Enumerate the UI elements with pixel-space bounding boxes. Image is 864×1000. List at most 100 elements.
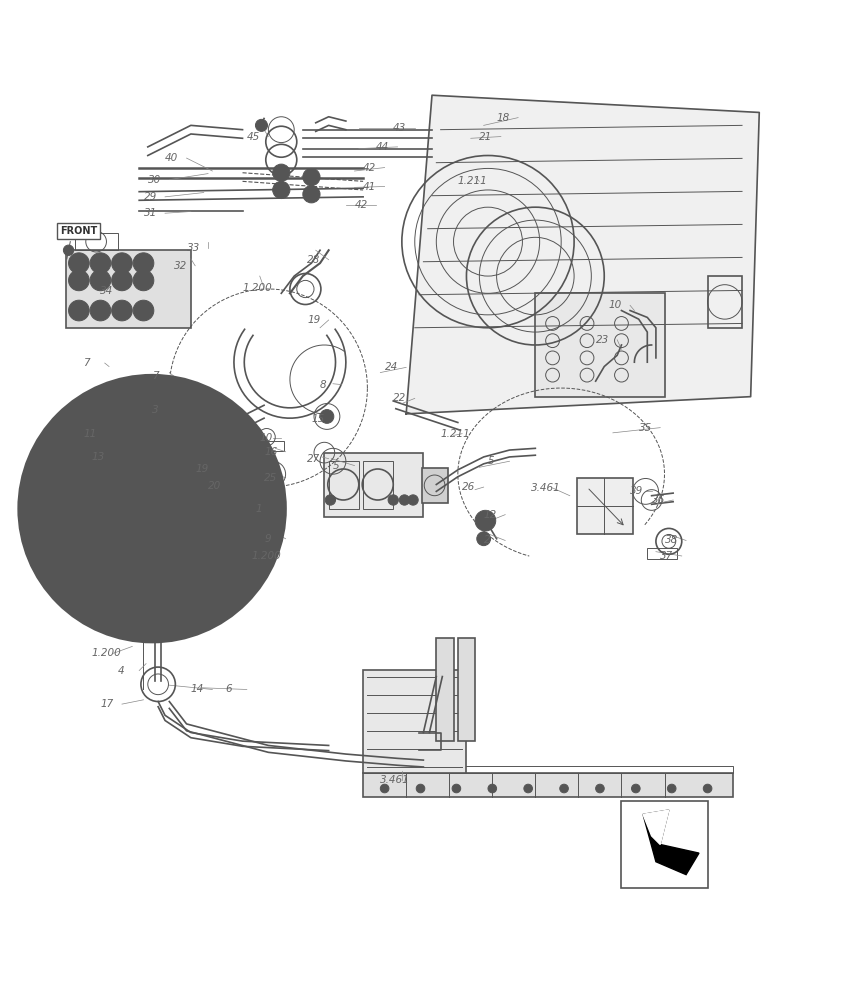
Text: 3.461: 3.461 <box>531 483 561 493</box>
Circle shape <box>302 168 320 186</box>
Circle shape <box>488 784 497 793</box>
Text: 19: 19 <box>195 464 208 474</box>
Text: 33: 33 <box>187 243 200 253</box>
Text: 42: 42 <box>363 163 377 173</box>
Bar <box>708 276 742 328</box>
Circle shape <box>632 784 640 793</box>
Bar <box>576 478 632 534</box>
Text: 3.461: 3.461 <box>380 775 410 785</box>
Text: 27: 27 <box>307 454 321 464</box>
Circle shape <box>452 784 461 793</box>
Bar <box>536 293 664 397</box>
Text: 15: 15 <box>311 414 325 424</box>
Text: 44: 44 <box>376 142 390 152</box>
Circle shape <box>111 270 132 291</box>
Bar <box>324 453 423 517</box>
Text: 18: 18 <box>497 113 510 123</box>
Circle shape <box>68 270 89 291</box>
Circle shape <box>256 499 268 511</box>
Circle shape <box>63 245 73 255</box>
Circle shape <box>302 186 320 203</box>
Text: 45: 45 <box>247 132 260 142</box>
Text: 13: 13 <box>92 452 105 462</box>
Polygon shape <box>643 810 669 844</box>
Polygon shape <box>643 810 699 875</box>
Text: 34: 34 <box>100 286 114 296</box>
Text: 22: 22 <box>393 393 406 403</box>
Text: 26: 26 <box>462 482 475 492</box>
Text: 14: 14 <box>191 684 204 694</box>
Text: 12: 12 <box>484 510 497 520</box>
Text: 8: 8 <box>320 380 327 390</box>
Bar <box>267 441 284 451</box>
Text: 20: 20 <box>208 481 221 491</box>
Circle shape <box>477 532 491 546</box>
Circle shape <box>133 270 154 291</box>
Circle shape <box>90 253 111 273</box>
Circle shape <box>19 375 286 642</box>
Bar <box>328 461 359 509</box>
Circle shape <box>68 253 89 273</box>
Circle shape <box>524 784 532 793</box>
Bar <box>363 773 734 797</box>
Text: 32: 32 <box>174 261 187 271</box>
Circle shape <box>380 784 389 793</box>
Text: 4: 4 <box>118 666 124 676</box>
Bar <box>363 670 467 773</box>
Text: 40: 40 <box>165 153 178 163</box>
Circle shape <box>133 253 154 273</box>
Text: 39: 39 <box>630 486 644 496</box>
Text: 28: 28 <box>307 255 321 265</box>
Text: 17: 17 <box>100 699 114 709</box>
Circle shape <box>560 784 569 793</box>
Text: 9: 9 <box>264 534 270 544</box>
Circle shape <box>399 495 410 505</box>
Circle shape <box>111 300 132 321</box>
Bar <box>422 468 448 503</box>
Circle shape <box>388 495 398 505</box>
Circle shape <box>68 300 89 321</box>
Text: 16: 16 <box>264 447 277 457</box>
Text: 3: 3 <box>152 405 159 415</box>
Text: 24: 24 <box>384 362 398 372</box>
Text: 6: 6 <box>226 684 232 694</box>
Bar <box>66 250 191 328</box>
Text: 1.211: 1.211 <box>441 429 470 439</box>
Circle shape <box>320 410 334 423</box>
Text: 11: 11 <box>83 429 97 439</box>
Text: 1.200: 1.200 <box>251 551 281 561</box>
Text: 10: 10 <box>260 433 273 443</box>
Circle shape <box>273 181 290 199</box>
Text: 43: 43 <box>393 123 406 133</box>
Circle shape <box>90 270 111 291</box>
Text: 1.200: 1.200 <box>243 283 272 293</box>
Text: 10: 10 <box>608 300 622 310</box>
Text: 41: 41 <box>363 182 377 192</box>
Circle shape <box>111 253 132 273</box>
Circle shape <box>408 495 418 505</box>
Circle shape <box>416 784 425 793</box>
Text: 37: 37 <box>660 551 673 561</box>
Text: 36: 36 <box>651 495 665 505</box>
Text: FRONT: FRONT <box>60 226 98 236</box>
Circle shape <box>255 484 265 494</box>
Text: 5: 5 <box>333 461 340 471</box>
Circle shape <box>325 495 335 505</box>
Circle shape <box>667 784 676 793</box>
Bar <box>363 461 393 509</box>
Text: 1.211: 1.211 <box>458 176 487 186</box>
Text: 1: 1 <box>256 504 262 514</box>
Bar <box>74 233 118 250</box>
Text: 25: 25 <box>264 473 277 483</box>
Circle shape <box>256 119 268 131</box>
Circle shape <box>273 164 290 181</box>
Circle shape <box>595 784 604 793</box>
Text: 30: 30 <box>148 175 161 185</box>
Polygon shape <box>406 95 759 414</box>
Bar <box>363 766 734 773</box>
Text: 21: 21 <box>480 132 492 142</box>
Text: 5: 5 <box>488 456 494 466</box>
Circle shape <box>90 300 111 321</box>
Circle shape <box>139 496 165 522</box>
Text: 42: 42 <box>354 200 368 210</box>
